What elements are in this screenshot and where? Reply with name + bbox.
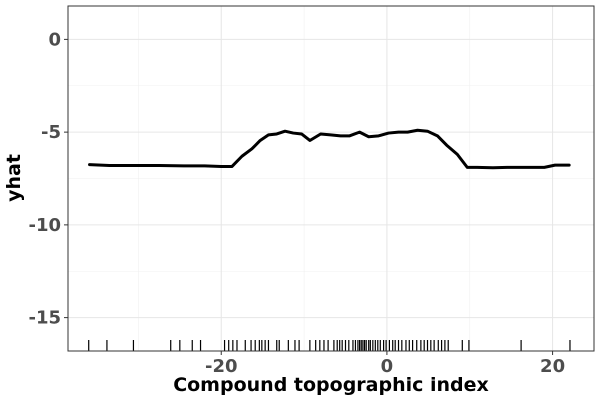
series-line	[88, 128, 571, 170]
rug	[88, 340, 571, 351]
plot-panel-border	[67, 5, 595, 352]
y-tick-label: 0	[48, 29, 61, 50]
x-axis-title: Compound topographic index	[173, 374, 489, 396]
series-layer	[88, 128, 571, 170]
x-tick-label: 20	[540, 356, 565, 377]
y-tick-label: -10	[28, 215, 61, 236]
grid-minor	[68, 6, 594, 351]
x-tick-label: 0	[381, 356, 394, 377]
x-tick-label: -20	[205, 356, 238, 377]
grid-major	[68, 6, 594, 351]
y-axis-ticks: 0 -5 -10 -15	[28, 29, 68, 329]
y-tick-label: -5	[41, 122, 61, 143]
y-tick-label: -15	[28, 308, 61, 329]
y-axis-title: yhat	[3, 154, 25, 202]
x-axis-ticks: -20 0 20	[205, 351, 565, 377]
